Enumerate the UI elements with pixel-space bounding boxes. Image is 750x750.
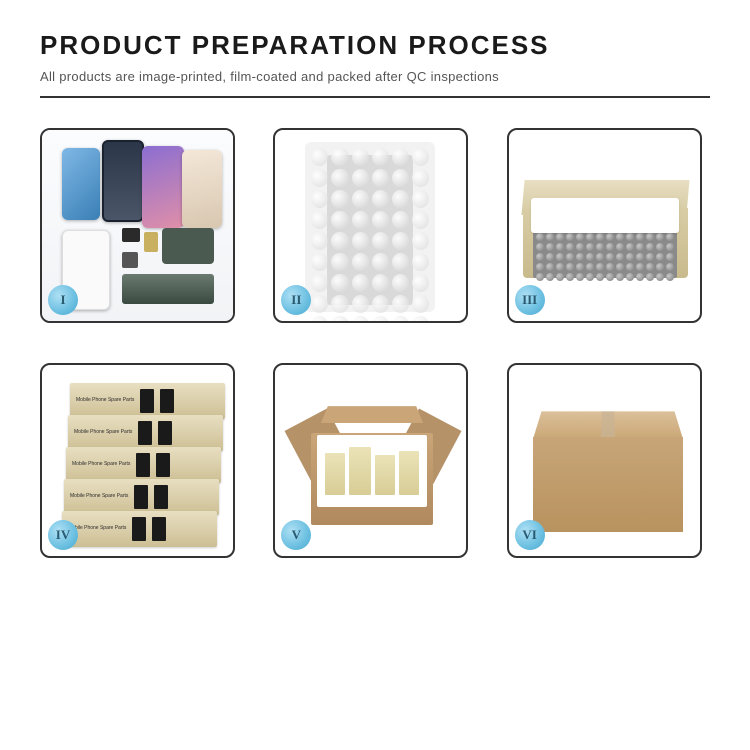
box-label: Mobile Phone Spare Parts [70, 494, 128, 500]
step-badge-6: VI [515, 520, 545, 550]
step-cell-6: VI [507, 363, 702, 558]
step-badge-3: III [515, 285, 545, 315]
step-cell-4: Mobile Phone Spare Parts Mobile Phone Spa… [40, 363, 235, 558]
step-badge-1: I [48, 285, 78, 315]
process-grid: I II III Mobile Phone Spare PartsMobil [40, 128, 710, 558]
step-cell-3: III [507, 128, 702, 323]
page-title: PRODUCT PREPARATION PROCESS [40, 30, 710, 61]
step-cell-1: I [40, 128, 235, 323]
step-cell-2: II [273, 128, 468, 323]
box-label: Mobile Phone Spare Parts [72, 462, 130, 468]
box-label: Mobile Phone Spare Parts [76, 398, 134, 404]
header: PRODUCT PREPARATION PROCESS All products… [40, 30, 710, 98]
step-cell-5: V [273, 363, 468, 558]
step-badge-4: IV [48, 520, 78, 550]
box-label: Mobile Phone Spare Parts [74, 430, 132, 436]
page-subtitle: All products are image-printed, film-coa… [40, 69, 710, 98]
